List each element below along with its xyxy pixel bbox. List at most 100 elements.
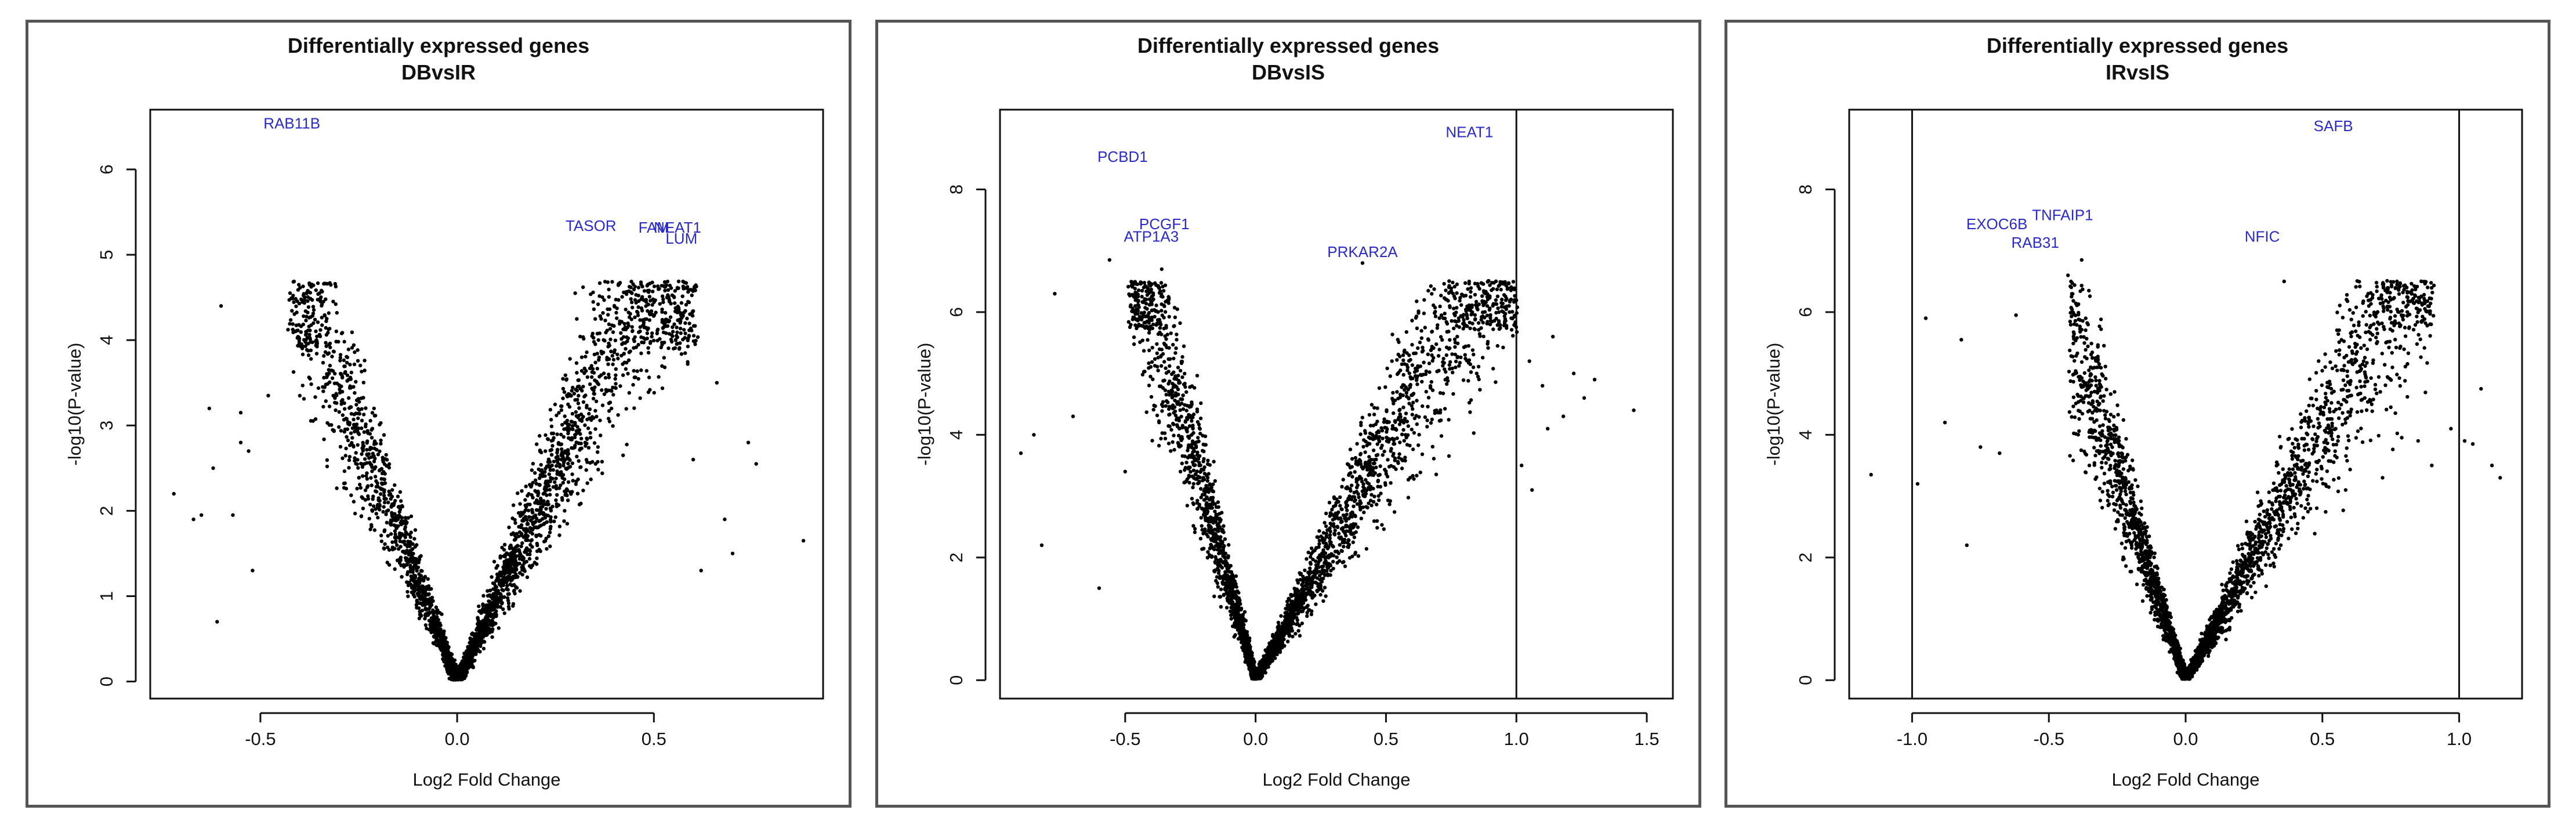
data-point <box>596 468 600 472</box>
data-point <box>479 644 483 648</box>
data-point <box>566 451 571 456</box>
data-point <box>527 515 531 519</box>
data-point <box>370 469 374 473</box>
data-point <box>1164 366 1168 370</box>
data-point <box>1197 464 1201 468</box>
data-point <box>491 615 495 620</box>
y-tick-label: 4 <box>946 430 966 440</box>
data-point <box>383 497 388 501</box>
data-point <box>526 494 530 498</box>
data-point <box>1171 403 1175 407</box>
data-point <box>559 432 563 437</box>
data-point <box>530 468 534 472</box>
data-point <box>596 450 600 454</box>
data-point <box>650 303 654 307</box>
data-point <box>1234 574 1238 578</box>
data-point <box>520 489 524 493</box>
data-point <box>1159 364 1164 368</box>
data-point <box>1171 389 1175 393</box>
data-point <box>1172 356 1176 361</box>
data-point <box>361 507 365 511</box>
data-point <box>1245 630 1249 634</box>
data-point <box>363 488 368 493</box>
data-point <box>382 477 386 481</box>
data-point <box>1178 408 1182 412</box>
data-point <box>526 534 530 538</box>
data-point <box>611 424 615 428</box>
data-point <box>1212 594 1216 598</box>
data-point <box>1183 403 1187 407</box>
data-point <box>356 426 360 430</box>
data-point <box>408 533 412 537</box>
data-point <box>683 309 687 313</box>
data-point <box>678 341 682 345</box>
data-point <box>626 371 630 376</box>
data-point <box>561 386 566 391</box>
data-point <box>687 321 691 326</box>
data-point <box>1175 402 1179 406</box>
x-tick-label: 0.5 <box>642 729 666 749</box>
data-point <box>564 490 568 494</box>
data-point <box>524 505 528 509</box>
data-point <box>591 290 595 295</box>
data-point <box>1230 573 1235 577</box>
data-point <box>690 293 694 298</box>
data-point <box>560 496 564 500</box>
data-point <box>1444 288 1448 292</box>
data-point <box>356 458 360 462</box>
data-point <box>639 351 643 356</box>
data-point <box>548 530 552 534</box>
data-point <box>679 352 684 356</box>
data-point <box>505 566 509 570</box>
data-point <box>613 338 618 342</box>
data-point <box>690 314 695 318</box>
data-point <box>1140 373 1145 377</box>
data-point <box>566 480 571 484</box>
data-point <box>502 595 506 599</box>
data-point <box>294 304 298 309</box>
data-point <box>523 535 527 539</box>
data-point <box>528 518 532 523</box>
data-point <box>354 403 358 407</box>
data-point <box>663 285 668 289</box>
data-point <box>1149 395 1154 399</box>
data-point <box>1205 556 1209 560</box>
data-point <box>402 539 407 544</box>
data-point <box>652 390 657 395</box>
data-point <box>1129 284 1133 288</box>
data-point <box>578 465 582 469</box>
data-point <box>566 402 570 406</box>
data-point <box>532 515 536 519</box>
data-point <box>560 422 564 427</box>
data-point <box>517 549 521 554</box>
data-point <box>661 326 665 330</box>
data-point <box>507 525 511 530</box>
data-point <box>612 324 616 328</box>
data-point <box>304 319 308 323</box>
data-point <box>535 549 539 554</box>
data-point <box>302 314 306 319</box>
data-point <box>685 285 690 289</box>
data-point <box>415 600 419 604</box>
data-point <box>576 402 581 406</box>
data-point <box>574 414 578 418</box>
data-point <box>291 322 295 326</box>
data-point <box>1215 544 1220 548</box>
data-point <box>315 345 319 349</box>
data-point <box>602 371 606 375</box>
data-point <box>582 395 586 399</box>
data-point <box>436 638 440 642</box>
data-point <box>494 589 499 593</box>
data-point <box>1189 470 1193 474</box>
data-point <box>306 295 310 299</box>
data-point <box>548 479 552 483</box>
data-point <box>443 639 447 643</box>
data-point <box>1140 315 1145 319</box>
data-point <box>565 493 569 497</box>
gene-label: LUM <box>665 230 697 247</box>
data-point <box>546 502 550 507</box>
data-point <box>461 667 465 671</box>
data-point <box>607 375 611 379</box>
data-point <box>320 316 324 320</box>
y-tick-label: 0 <box>96 677 117 686</box>
